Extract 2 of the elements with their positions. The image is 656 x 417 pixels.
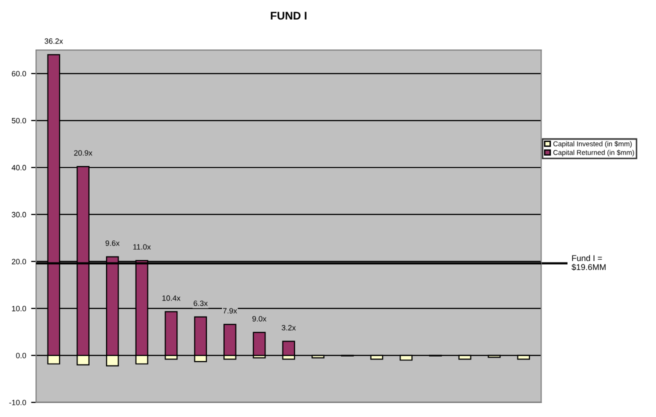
ref-line-label: Fund I = $19.6MM xyxy=(572,254,606,271)
chart-title: FUND I xyxy=(270,12,306,20)
